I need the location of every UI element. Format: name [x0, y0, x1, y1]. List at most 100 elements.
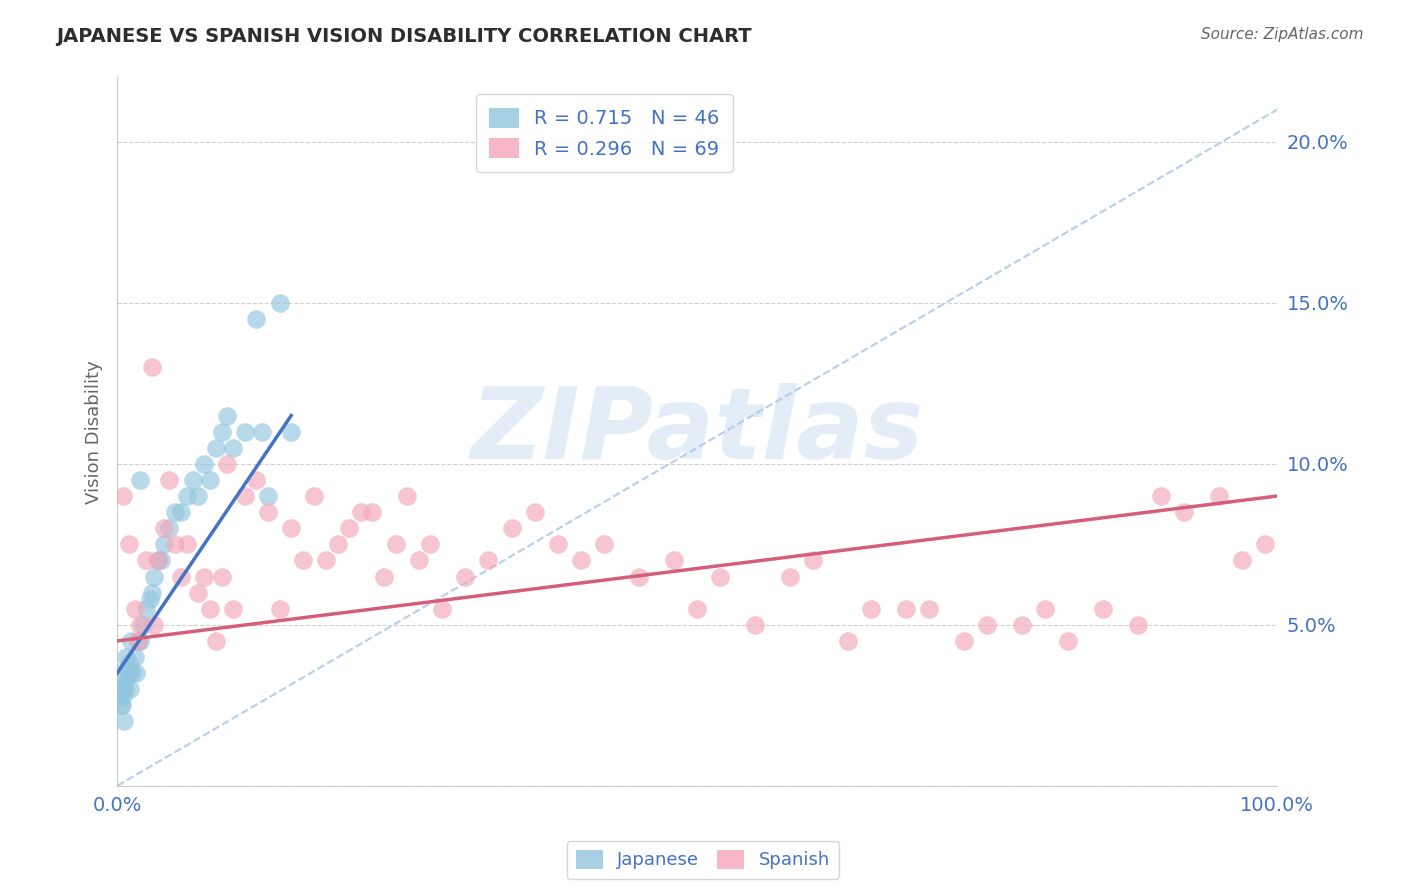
Point	[118, 682, 141, 697]
Point	[129, 634, 152, 648]
Point	[1150, 489, 1173, 503]
Point	[860, 601, 883, 615]
Point	[233, 489, 256, 503]
Point	[477, 553, 499, 567]
Point	[419, 537, 441, 551]
Point	[1232, 553, 1254, 567]
Point	[280, 521, 302, 535]
Point	[111, 689, 134, 703]
Point	[157, 521, 180, 535]
Point	[217, 409, 239, 423]
Point	[350, 505, 373, 519]
Point	[135, 553, 157, 567]
Point	[779, 569, 801, 583]
Point	[801, 553, 824, 567]
Point	[111, 682, 134, 697]
Point	[245, 312, 267, 326]
Legend: Japanese, Spanish: Japanese, Spanish	[567, 841, 839, 879]
Point	[547, 537, 569, 551]
Point	[141, 585, 163, 599]
Point	[131, 617, 153, 632]
Point	[953, 634, 976, 648]
Point	[124, 601, 146, 615]
Point	[121, 666, 143, 681]
Point	[108, 666, 131, 681]
Point	[143, 569, 166, 583]
Point	[176, 537, 198, 551]
Point	[501, 521, 523, 535]
Point	[1173, 505, 1195, 519]
Point	[523, 505, 546, 519]
Point	[257, 505, 280, 519]
Point	[384, 537, 406, 551]
Y-axis label: Vision Disability: Vision Disability	[86, 359, 103, 503]
Legend: R = 0.715   N = 46, R = 0.296   N = 69: R = 0.715 N = 46, R = 0.296 N = 69	[475, 95, 733, 172]
Point	[112, 675, 135, 690]
Point	[1092, 601, 1115, 615]
Point	[146, 553, 169, 567]
Point	[569, 553, 592, 567]
Point	[127, 634, 149, 648]
Point	[125, 666, 148, 681]
Point	[217, 457, 239, 471]
Point	[1057, 634, 1080, 648]
Point	[110, 698, 132, 713]
Point	[152, 537, 174, 551]
Point	[1011, 617, 1033, 632]
Text: Source: ZipAtlas.com: Source: ZipAtlas.com	[1201, 27, 1364, 42]
Point	[709, 569, 731, 583]
Point	[1033, 601, 1056, 615]
Point	[454, 569, 477, 583]
Point	[114, 682, 136, 697]
Point	[894, 601, 917, 615]
Point	[198, 473, 221, 487]
Point	[198, 601, 221, 615]
Point	[118, 666, 141, 681]
Point	[250, 425, 273, 439]
Point	[111, 489, 134, 503]
Point	[129, 473, 152, 487]
Point	[337, 521, 360, 535]
Point	[373, 569, 395, 583]
Point	[117, 666, 139, 681]
Point	[138, 592, 160, 607]
Point	[280, 425, 302, 439]
Point	[304, 489, 326, 503]
Point	[112, 714, 135, 729]
Point	[257, 489, 280, 503]
Point	[245, 473, 267, 487]
Point	[662, 553, 685, 567]
Point	[222, 441, 245, 455]
Point	[193, 569, 215, 583]
Point	[150, 553, 173, 567]
Point	[143, 617, 166, 632]
Point	[686, 601, 709, 615]
Text: ZIPatlas: ZIPatlas	[471, 384, 924, 480]
Point	[170, 569, 193, 583]
Point	[165, 505, 187, 519]
Point	[976, 617, 998, 632]
Point	[204, 634, 226, 648]
Point	[593, 537, 616, 551]
Point	[176, 489, 198, 503]
Point	[146, 553, 169, 567]
Point	[211, 569, 233, 583]
Point	[187, 585, 209, 599]
Point	[233, 425, 256, 439]
Point	[269, 296, 291, 310]
Text: JAPANESE VS SPANISH VISION DISABILITY CORRELATION CHART: JAPANESE VS SPANISH VISION DISABILITY CO…	[56, 27, 752, 45]
Point	[141, 360, 163, 375]
Point	[269, 601, 291, 615]
Point	[193, 457, 215, 471]
Point	[1254, 537, 1277, 551]
Point	[326, 537, 349, 551]
Point	[430, 601, 453, 615]
Point	[111, 698, 134, 713]
Point	[187, 489, 209, 503]
Point	[152, 521, 174, 535]
Point	[1126, 617, 1149, 632]
Point	[744, 617, 766, 632]
Point	[115, 650, 138, 665]
Point	[408, 553, 430, 567]
Point	[127, 634, 149, 648]
